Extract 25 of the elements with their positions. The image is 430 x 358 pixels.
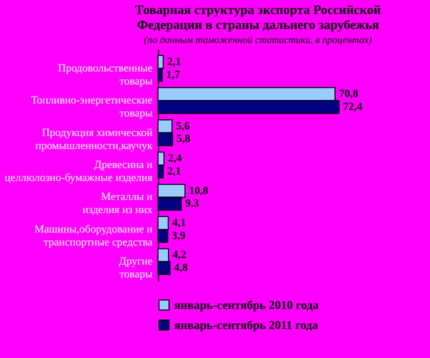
y-tick-label: Машины,оборудование и транспортные средства: [34, 223, 153, 248]
y-tick-label: Другие товары: [118, 256, 154, 281]
data-label: 2,1: [167, 56, 181, 68]
data-label: 2,4: [168, 152, 182, 165]
data-label: 4,1: [172, 217, 186, 229]
y-tick-label: Топливно-энергетические товары: [30, 94, 154, 120]
data-label: 5,8: [176, 133, 191, 146]
chart-subtitle: (по данным таможенной статистики, в процентах): [144, 35, 373, 46]
data-label: 5,6: [176, 120, 190, 132]
data-label: 4,8: [174, 262, 188, 274]
y-tick-label: Металлы и изделия из них: [82, 191, 153, 216]
y-tick-label: Продукция химической промышленности,каучук: [35, 126, 154, 152]
data-label: 4,2: [172, 249, 187, 262]
data-label: 10,8: [189, 184, 209, 197]
legend-label: январь-сентябрь 2011 года: [174, 318, 318, 332]
data-label: 70,8: [339, 88, 359, 100]
legend-label: январь-сентябрь 2010 года: [174, 298, 319, 312]
y-tick-label: Древесина и целлюлозно-бумажные изделия: [4, 159, 153, 184]
data-label: 9,3: [185, 198, 200, 210]
chart-title: Товарная структура экспорта Российской Федерации в страны дальнего зарубежья: [135, 2, 382, 32]
data-label: 2,1: [167, 165, 181, 178]
data-label: 1,7: [166, 68, 180, 81]
y-tick-label: Продовольственные товары: [58, 62, 154, 88]
data-label: 72,4: [343, 101, 363, 113]
data-label: 3,9: [172, 230, 186, 242]
